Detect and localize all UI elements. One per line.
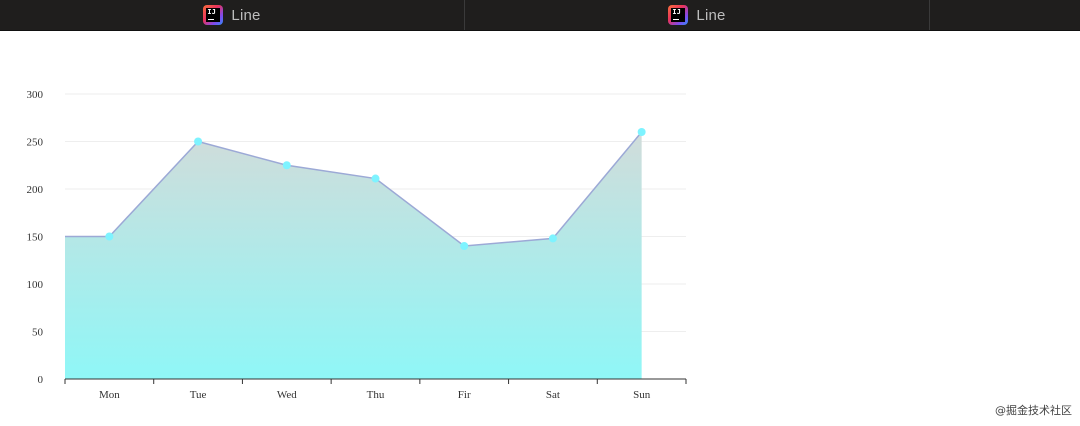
y-tick-label: 150 [27, 232, 44, 244]
tab-line-2[interactable]: IJ Line [465, 0, 930, 30]
data-point [460, 242, 469, 250]
y-tick-label: 0 [38, 374, 44, 386]
y-tick-label: 250 [27, 137, 44, 149]
data-point [371, 174, 380, 183]
data-point [194, 137, 203, 146]
x-tick-label: Sat [546, 389, 560, 401]
x-tick-label: Mon [99, 389, 120, 401]
x-tick-label: Sun [633, 389, 651, 401]
x-tick-label: Thu [367, 389, 385, 401]
intellij-idea-icon: IJ [203, 5, 224, 25]
line-area-chart: 0 50 100 150 200 250 300 Mon Tue Wed Thu Fir Sat Sun [27, 89, 687, 401]
series-path [65, 131, 643, 247]
y-tick-label: 50 [32, 327, 44, 339]
data-point [105, 232, 114, 241]
tab-label: Line [231, 6, 261, 24]
x-tick-label: Fir [458, 389, 471, 401]
data-point [548, 234, 557, 243]
x-tick-label: Tue [190, 389, 207, 401]
data-points [105, 128, 646, 250]
tab-label: Line [696, 6, 726, 24]
data-point [282, 161, 291, 170]
y-tick-label: 100 [27, 279, 44, 291]
intellij-idea-icon: IJ [668, 5, 689, 25]
series-line [65, 131, 643, 247]
axes: 0 50 100 150 200 250 300 Mon Tue Wed Thu Fir Sat Sun [27, 89, 687, 401]
area-path [65, 132, 642, 379]
tab-line-1[interactable]: IJ Line [0, 0, 465, 30]
tab-bar-empty-area [930, 0, 1080, 30]
y-tick-label: 200 [27, 184, 44, 196]
watermark: @掘金技术社区 [995, 404, 1072, 417]
y-tick-label: 300 [27, 89, 44, 101]
x-tick-label: Wed [277, 389, 297, 401]
tab-bar: IJ Line IJ Line [0, 0, 1080, 31]
data-point [637, 128, 646, 136]
area-fill [65, 132, 642, 379]
